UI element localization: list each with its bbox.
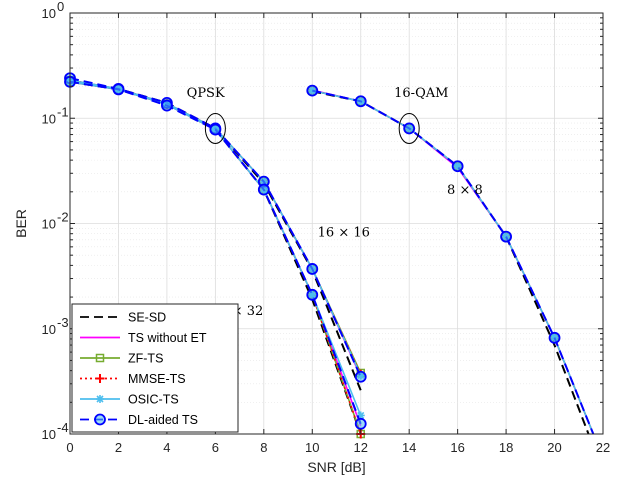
legend-label: ZF-TS: [128, 352, 163, 366]
legend-label: OSIC-TS: [128, 393, 179, 407]
x-tick-label: 0: [66, 440, 73, 455]
x-tick-label: 8: [260, 440, 267, 455]
series-line: [312, 90, 593, 434]
data-point: [210, 125, 220, 135]
data-point: [453, 161, 463, 171]
legend-label: DL-aided TS: [128, 413, 198, 427]
y-tick-label-exponent: -2: [57, 210, 69, 225]
y-tick-label: 10: [42, 6, 56, 21]
y-tick-label-exponent: -1: [57, 104, 69, 119]
y-tick-label-exponent: -3: [57, 315, 69, 330]
legend-label: TS without ET: [128, 331, 207, 345]
series-line: [312, 91, 593, 434]
data-point: [356, 419, 366, 429]
x-tick-label: 20: [547, 440, 561, 455]
legend-label: MMSE-TS: [128, 372, 186, 386]
y-tick-label: 10: [42, 427, 56, 442]
legend-entry: DL-aided TS: [80, 413, 198, 427]
x-tick-label: 4: [163, 440, 170, 455]
data-point: [307, 86, 317, 96]
y-tick-label: 10: [42, 217, 56, 232]
x-tick-label: 6: [212, 440, 219, 455]
data-point: [356, 96, 366, 106]
data-point: [307, 290, 317, 300]
data-point: [356, 372, 366, 382]
series-line: [312, 91, 593, 434]
y-tick-label: 10: [42, 111, 56, 126]
y-tick-label: 10: [42, 322, 56, 337]
legend-label: SE-SD: [128, 311, 166, 325]
data-point: [259, 185, 269, 195]
annotation-label: 16 × 16: [318, 226, 370, 241]
data-point: [162, 101, 172, 111]
data-point: [550, 333, 560, 343]
legend-marker: [96, 395, 104, 403]
legend: SE-SD TS without ET ZF-TS MMSE-TS OSIC-TS DL-…: [72, 304, 238, 432]
annotation-label: 16-QAM: [394, 86, 448, 101]
data-point: [113, 84, 123, 94]
y-axis-label: BER: [13, 209, 29, 238]
series-line: [312, 91, 593, 434]
data-point: [404, 123, 414, 133]
legend-marker: [95, 415, 105, 425]
x-tick-label: 10: [305, 440, 319, 455]
y-tick-label-exponent: 0: [57, 0, 64, 14]
series-line: [312, 91, 593, 434]
data-point: [307, 264, 317, 274]
x-tick-label: 22: [596, 440, 610, 455]
data-point: [501, 232, 511, 242]
x-tick-label: 16: [450, 440, 464, 455]
annotation-label: QPSK: [187, 86, 225, 101]
x-tick-label: 14: [402, 440, 416, 455]
x-tick-label: 18: [499, 440, 513, 455]
series-line: [312, 91, 588, 434]
y-tick-label-exponent: -4: [57, 420, 69, 435]
x-tick-label: 2: [115, 440, 122, 455]
annotation-label: 8 × 8: [447, 183, 483, 198]
x-tick-label: 12: [353, 440, 367, 455]
x-axis-label: SNR [dB]: [307, 459, 365, 475]
